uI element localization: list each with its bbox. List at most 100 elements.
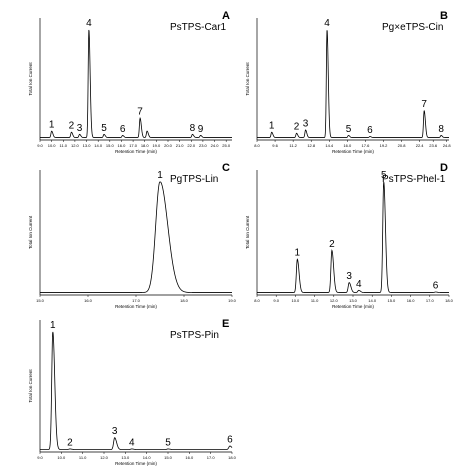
peak-label-8: 8 [190,123,196,134]
peak-label-6: 6 [227,434,233,445]
peak-label-1: 1 [50,320,56,331]
x-tick-label: 11.0 [311,298,319,303]
x-tick-label: 23.0 [199,143,208,148]
x-tick-label: 9.6 [272,143,278,148]
x-tick-label: 18.0 [141,143,150,148]
x-tick-label: 23.6 [429,143,438,148]
panel-title: PgTPS-Lin [170,174,218,185]
peak-label-5: 5 [381,170,387,181]
panel-title: PsTPS-Phel-1 [382,174,446,185]
x-tick-label: 15.0 [106,143,115,148]
x-tick-label: 17.0 [132,298,141,303]
x-tick-label: 12.0 [100,455,109,460]
peak-label-3: 3 [346,271,352,282]
x-tick-label: 18.0 [445,298,454,303]
x-tick-label: 22.0 [187,143,196,148]
panel-letter: D [440,162,448,174]
x-tick-label: 18.0 [228,455,237,460]
x-tick-label: 21.0 [176,143,185,148]
x-tick-label: 19.0 [152,143,161,148]
x-axis-label: Retention Time (min) [332,304,374,309]
peak-label-4: 4 [129,437,135,448]
peak-label-1: 1 [269,121,275,132]
x-tick-label: 11.0 [79,455,87,460]
peak-label-4: 4 [86,18,92,29]
x-tick-label: 8.0 [254,298,260,303]
peak-label-2: 2 [294,122,300,133]
peak-label-5: 5 [346,124,352,135]
y-axis-label: Total Ion Current [245,215,250,249]
panel-title: PsTPS-Car1 [170,22,227,33]
x-axis-label: Retention Time (min) [115,149,157,154]
x-tick-label: 9.0 [273,298,279,303]
x-tick-label: 17.6 [362,143,371,148]
x-tick-label: 22.4 [416,143,425,148]
x-tick-label: 13.0 [349,298,358,303]
peak-label-4: 4 [356,279,362,290]
panel-letter: B [440,10,448,22]
x-tick-label: 15.0 [36,298,45,303]
x-tick-label: 13.0 [121,455,130,460]
x-tick-label: 24.0 [211,143,220,148]
x-tick-label: 12.8 [307,143,316,148]
peak-label-2: 2 [69,121,75,132]
panel-a: 9.0 10.0 11.0 12.0 13.0 14.0 15.0 16.0 17.0 18.0 1… [28,10,232,154]
panel-d: 8.0 9.0 10.0 11.0 12.0 13.0 14.0 15.0 16.0 17.0 18… [245,162,454,309]
x-tick-label: 24.8 [443,143,452,148]
peak-label-2: 2 [329,239,335,250]
x-tick-label: 9.0 [37,455,43,460]
x-tick-label: 13.0 [83,143,92,148]
peak-label-6: 6 [367,125,373,136]
y-axis-label: Total Ion Current [28,62,33,96]
peak-label-1: 1 [49,120,55,131]
peak-label-3: 3 [77,123,83,134]
panel-c: 15.0 16.0 17.0 18.0 19.0 Retention Time (min)… [28,162,237,309]
x-tick-label: 14.0 [143,455,152,460]
peak-label-8: 8 [438,124,444,135]
panel-b: 8.0 9.6 11.2 12.8 14.4 16.0 17.6 19.2 20.8 22.4 23… [245,10,451,154]
x-tick-label: 16.0 [118,143,127,148]
y-axis-label: Total Ion Current [245,62,250,96]
x-tick-label: 11.0 [60,143,68,148]
peak-label-7: 7 [421,99,427,110]
x-tick-label: 16.0 [407,298,416,303]
peak-label-3: 3 [112,426,118,437]
x-tick-label: 14.4 [325,143,334,148]
peak-label-5: 5 [101,123,107,134]
peak-label-6: 6 [120,124,126,135]
x-tick-label: 20.8 [398,143,407,148]
peak-label-3: 3 [303,118,309,129]
x-tick-label: 16.0 [185,455,194,460]
chromatogram-trace [257,181,449,293]
x-tick-label: 17.0 [207,455,216,460]
x-tick-label: 10.0 [292,298,301,303]
peak-label-4: 4 [324,18,330,29]
x-tick-label: 10.0 [48,143,57,148]
x-tick-label: 15.0 [164,455,173,460]
x-axis-label: Retention Time (min) [115,304,157,309]
x-axis-label: Retention Time (min) [115,461,157,466]
x-tick-label: 25.0 [222,143,231,148]
y-axis-label: Total Ion Current [28,369,33,403]
peak-label-7: 7 [137,107,143,118]
panel-letter: A [222,10,230,22]
peak-label-1: 1 [295,248,301,259]
x-tick-label: 20.0 [164,143,173,148]
peak-label-6: 6 [433,280,439,291]
panel-letter: E [222,318,229,330]
x-tick-label: 19.0 [228,298,237,303]
x-tick-label: 12.0 [71,143,80,148]
chromatogram-trace [40,331,233,450]
chromatogram-trace [40,181,232,293]
x-tick-label: 17.0 [129,143,138,148]
x-tick-label: 17.0 [426,298,435,303]
x-tick-label: 19.2 [380,143,389,148]
chromatogram-trace [257,30,449,138]
peak-label-1: 1 [157,170,163,181]
panel-title: Pg×eTPS-Cin [382,22,443,33]
x-tick-label: 16.0 [84,298,93,303]
y-axis-label: Total Ion Current [28,215,33,249]
x-tick-label: 11.2 [289,143,297,148]
x-axis-label: Retention Time (min) [332,149,374,154]
